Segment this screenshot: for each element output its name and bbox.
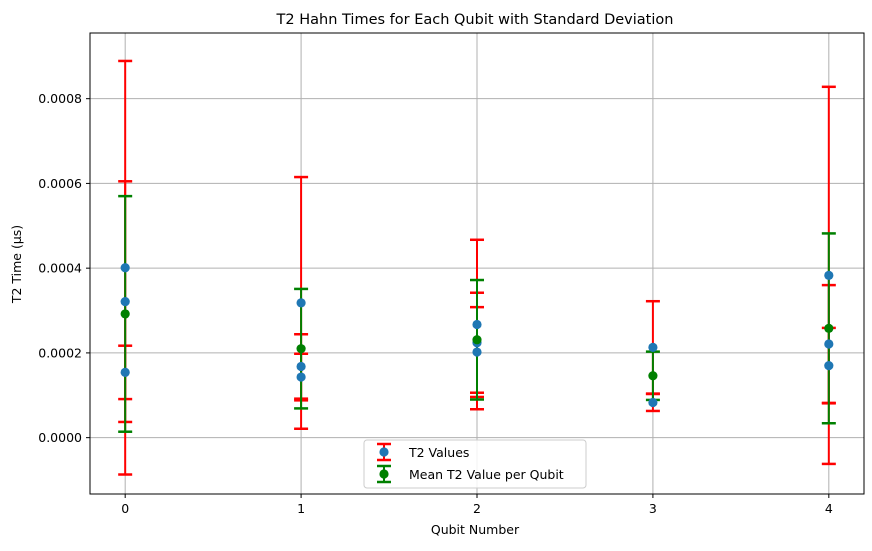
data-point — [824, 339, 834, 349]
mean-point — [472, 335, 482, 345]
mean-point — [824, 323, 834, 333]
data-point — [296, 298, 306, 308]
mean-point — [648, 371, 658, 381]
legend-entry-mean-t2 — [377, 464, 391, 484]
data-point — [648, 397, 658, 408]
legend-box — [363, 439, 587, 489]
y-tick-label: 0.0004 — [38, 261, 82, 276]
data-point — [648, 342, 658, 352]
legend-entry-t2-values — [377, 442, 391, 462]
x-tick-label: 1 — [297, 501, 305, 516]
data-point — [824, 270, 834, 280]
data-point — [296, 372, 306, 382]
legend-label-t2-values: T2 Values — [408, 445, 469, 460]
legend: T2 Values Mean T2 Value per Qubit — [363, 439, 587, 489]
x-tick-label: 4 — [825, 501, 833, 516]
data-point — [120, 263, 130, 273]
legend-marker-icon — [379, 447, 389, 457]
y-tick-label: 0.0002 — [38, 345, 82, 360]
mean-point — [120, 309, 130, 319]
mean-point — [296, 344, 306, 354]
y-axis-ticks: 0.0000 0.0002 0.0004 0.0006 0.0008 — [38, 91, 90, 445]
x-axis-label: Qubit Number — [431, 522, 520, 537]
x-tick-label: 3 — [649, 501, 657, 516]
y-tick-label: 0.0008 — [38, 91, 82, 106]
y-axis-label: T2 Time (µs) — [9, 225, 24, 304]
data-point — [120, 367, 130, 377]
legend-label-mean-t2: Mean T2 Value per Qubit — [409, 467, 564, 482]
data-point — [472, 319, 482, 330]
x-tick-label: 2 — [473, 501, 481, 516]
chart-title: T2 Hahn Times for Each Qubit with Standa… — [276, 12, 674, 28]
data-point — [120, 297, 130, 307]
legend-marker-icon — [379, 469, 389, 479]
y-tick-label: 0.0006 — [38, 176, 82, 191]
x-tick-label: 0 — [121, 501, 129, 516]
data-point — [824, 361, 834, 371]
x-axis-ticks: 0 1 2 3 4 — [121, 494, 833, 516]
data-markers — [120, 263, 834, 408]
y-tick-label: 0.0000 — [38, 430, 82, 445]
data-point — [296, 361, 306, 372]
data-point — [472, 347, 482, 357]
